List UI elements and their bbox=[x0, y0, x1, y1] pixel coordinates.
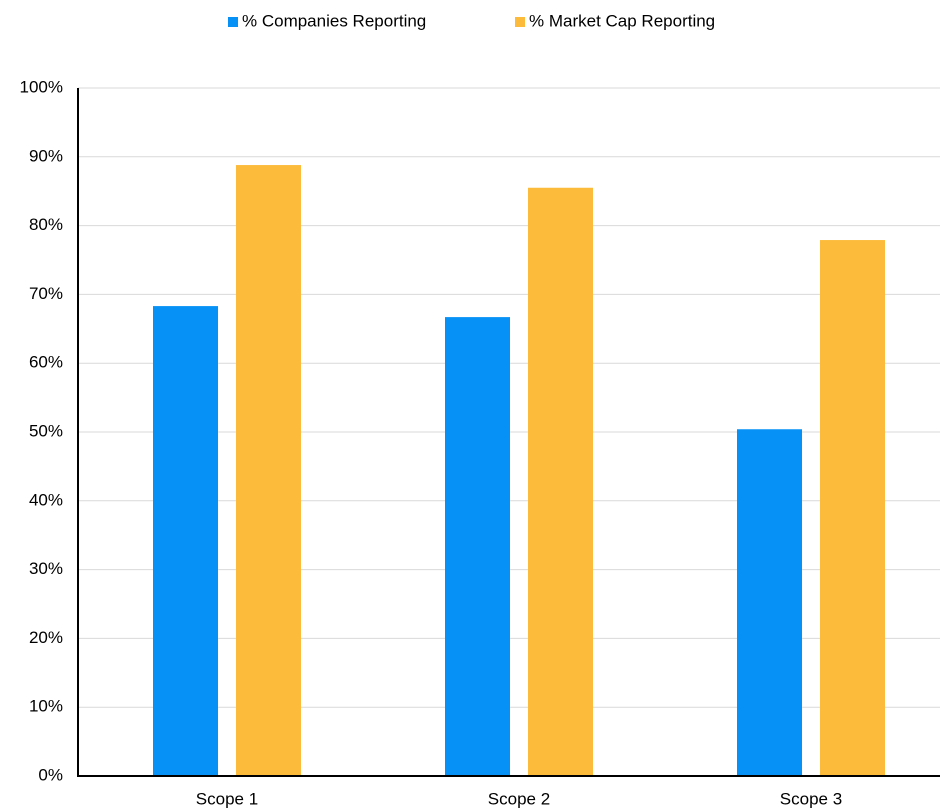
bar bbox=[820, 240, 885, 777]
bar bbox=[737, 429, 802, 776]
legend-label: % Companies Reporting bbox=[242, 11, 426, 30]
legend-swatch bbox=[228, 17, 238, 27]
bar bbox=[445, 317, 510, 776]
legend-swatch bbox=[515, 17, 525, 27]
x-tick-label: Scope 2 bbox=[488, 789, 550, 808]
bar bbox=[528, 187, 593, 776]
y-tick-label: 60% bbox=[29, 353, 63, 372]
y-tick-label: 90% bbox=[29, 146, 63, 165]
y-tick-label: 20% bbox=[29, 628, 63, 647]
y-tick-label: 10% bbox=[29, 697, 63, 716]
bar bbox=[153, 306, 218, 776]
x-tick-label: Scope 1 bbox=[196, 789, 258, 808]
y-tick-label: 50% bbox=[29, 421, 63, 440]
y-tick-label: 100% bbox=[20, 77, 63, 96]
y-tick-label: 0% bbox=[38, 765, 63, 784]
y-tick-label: 40% bbox=[29, 490, 63, 509]
y-tick-label: 30% bbox=[29, 559, 63, 578]
bar bbox=[236, 165, 301, 776]
x-tick-label: Scope 3 bbox=[780, 789, 842, 808]
y-tick-label: 70% bbox=[29, 284, 63, 303]
legend-label: % Market Cap Reporting bbox=[529, 11, 715, 30]
y-tick-label: 80% bbox=[29, 215, 63, 234]
